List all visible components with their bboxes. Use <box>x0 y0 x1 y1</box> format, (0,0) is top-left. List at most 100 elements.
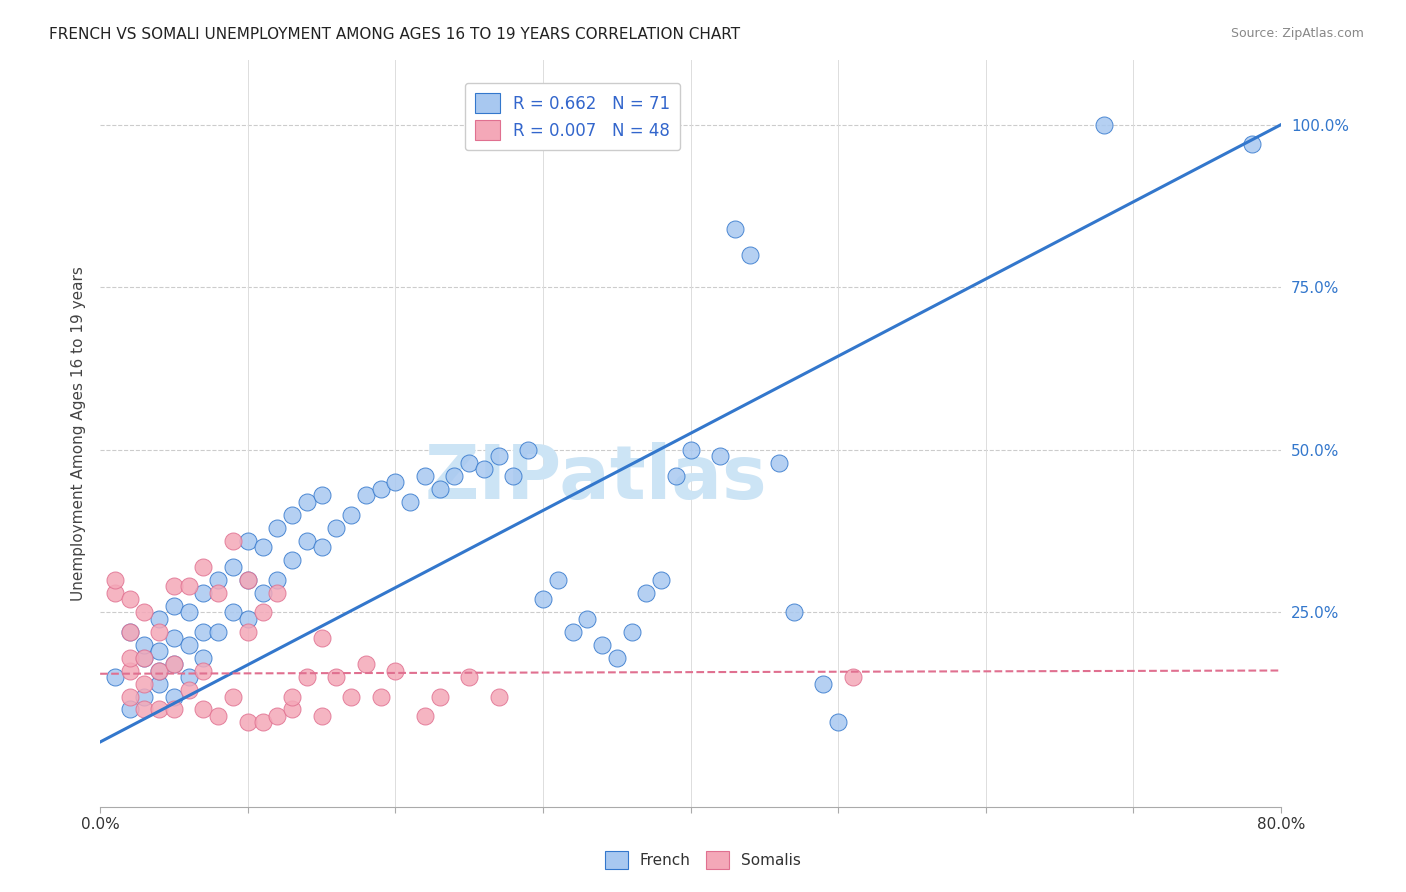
Point <box>222 605 245 619</box>
Point <box>370 482 392 496</box>
Point <box>281 702 304 716</box>
Point <box>325 670 347 684</box>
Point <box>458 456 481 470</box>
Point <box>517 442 540 457</box>
Point <box>531 592 554 607</box>
Text: ZIPatlas: ZIPatlas <box>425 442 768 515</box>
Point <box>222 533 245 548</box>
Point <box>177 638 200 652</box>
Point <box>709 449 731 463</box>
Point <box>502 468 524 483</box>
Point <box>236 611 259 625</box>
Point <box>148 676 170 690</box>
Point <box>193 664 215 678</box>
Point <box>813 676 835 690</box>
Point <box>134 676 156 690</box>
Point <box>252 605 274 619</box>
Point <box>842 670 865 684</box>
Y-axis label: Unemployment Among Ages 16 to 19 years: Unemployment Among Ages 16 to 19 years <box>72 266 86 600</box>
Point <box>177 579 200 593</box>
Point <box>266 573 288 587</box>
Point <box>443 468 465 483</box>
Point <box>104 573 127 587</box>
Point <box>724 221 747 235</box>
Point <box>458 670 481 684</box>
Point <box>311 540 333 554</box>
Point <box>148 664 170 678</box>
Point <box>354 657 377 671</box>
Point <box>399 494 422 508</box>
Point <box>591 638 613 652</box>
Point <box>311 488 333 502</box>
Point <box>177 683 200 698</box>
Point <box>193 585 215 599</box>
Point <box>118 702 141 716</box>
Point <box>325 520 347 534</box>
Point <box>1240 137 1263 152</box>
Legend: French, Somalis: French, Somalis <box>599 845 807 875</box>
Point <box>193 650 215 665</box>
Point <box>134 690 156 704</box>
Point <box>266 709 288 723</box>
Point <box>148 624 170 639</box>
Point <box>222 690 245 704</box>
Point <box>488 449 510 463</box>
Point <box>384 664 406 678</box>
Point <box>104 670 127 684</box>
Point <box>193 624 215 639</box>
Point <box>252 585 274 599</box>
Point <box>193 702 215 716</box>
Point <box>281 553 304 567</box>
Point <box>576 611 599 625</box>
Point <box>636 585 658 599</box>
Point <box>665 468 688 483</box>
Point <box>620 624 643 639</box>
Point <box>311 631 333 645</box>
Point <box>384 475 406 489</box>
Point <box>163 690 186 704</box>
Point <box>163 599 186 613</box>
Point <box>606 650 628 665</box>
Point <box>1092 118 1115 132</box>
Point <box>118 592 141 607</box>
Point <box>134 650 156 665</box>
Point <box>295 494 318 508</box>
Point <box>561 624 583 639</box>
Point <box>429 482 451 496</box>
Point <box>281 690 304 704</box>
Point <box>118 624 141 639</box>
Point <box>252 715 274 730</box>
Point <box>547 573 569 587</box>
Point <box>177 605 200 619</box>
Point <box>118 664 141 678</box>
Point <box>827 715 849 730</box>
Point <box>266 585 288 599</box>
Point <box>118 624 141 639</box>
Point <box>236 573 259 587</box>
Point <box>252 540 274 554</box>
Point <box>236 715 259 730</box>
Point <box>370 690 392 704</box>
Point <box>429 690 451 704</box>
Point <box>163 702 186 716</box>
Point <box>104 585 127 599</box>
Point <box>148 702 170 716</box>
Point <box>266 520 288 534</box>
Point <box>236 624 259 639</box>
Point <box>488 690 510 704</box>
Point <box>134 702 156 716</box>
Point <box>193 559 215 574</box>
Point <box>207 585 229 599</box>
Point <box>177 670 200 684</box>
Point <box>413 709 436 723</box>
Point <box>738 247 761 261</box>
Point <box>134 650 156 665</box>
Text: Source: ZipAtlas.com: Source: ZipAtlas.com <box>1230 27 1364 40</box>
Point <box>354 488 377 502</box>
Text: FRENCH VS SOMALI UNEMPLOYMENT AMONG AGES 16 TO 19 YEARS CORRELATION CHART: FRENCH VS SOMALI UNEMPLOYMENT AMONG AGES… <box>49 27 741 42</box>
Legend: R = 0.662   N = 71, R = 0.007   N = 48: R = 0.662 N = 71, R = 0.007 N = 48 <box>465 83 681 150</box>
Point <box>222 559 245 574</box>
Point <box>236 573 259 587</box>
Point <box>340 690 363 704</box>
Point <box>118 650 141 665</box>
